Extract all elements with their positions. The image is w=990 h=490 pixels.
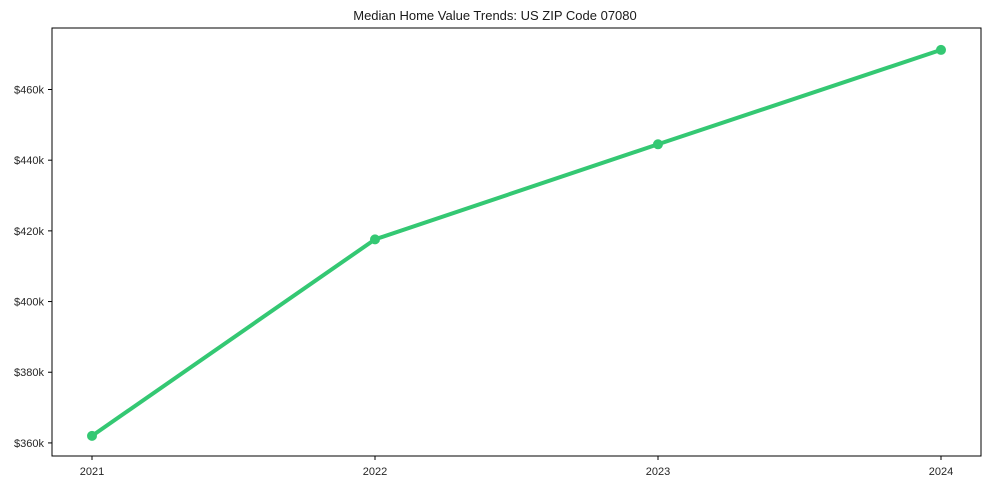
x-axis-tick-label: 2023 — [646, 466, 670, 478]
x-axis-tick-label: 2022 — [363, 466, 387, 478]
data-point-marker — [370, 234, 380, 245]
y-axis-tick-label: $460k — [14, 84, 44, 96]
data-point-marker — [653, 139, 663, 150]
y-axis-tick-label: $380k — [14, 367, 44, 379]
y-axis-tick-label: $360k — [14, 438, 44, 450]
series-line — [90, 47, 943, 438]
data-point-marker — [87, 430, 97, 441]
data-point-marker — [936, 44, 946, 55]
plot-border — [51, 27, 982, 457]
y-axis-tick-label: $400k — [14, 297, 44, 309]
y-axis-tick-label: $420k — [14, 226, 44, 238]
x-axis-tick-label: 2021 — [80, 466, 104, 478]
x-axis-tick-label: 2024 — [929, 466, 953, 478]
y-axis-tick-label: $440k — [14, 155, 44, 167]
